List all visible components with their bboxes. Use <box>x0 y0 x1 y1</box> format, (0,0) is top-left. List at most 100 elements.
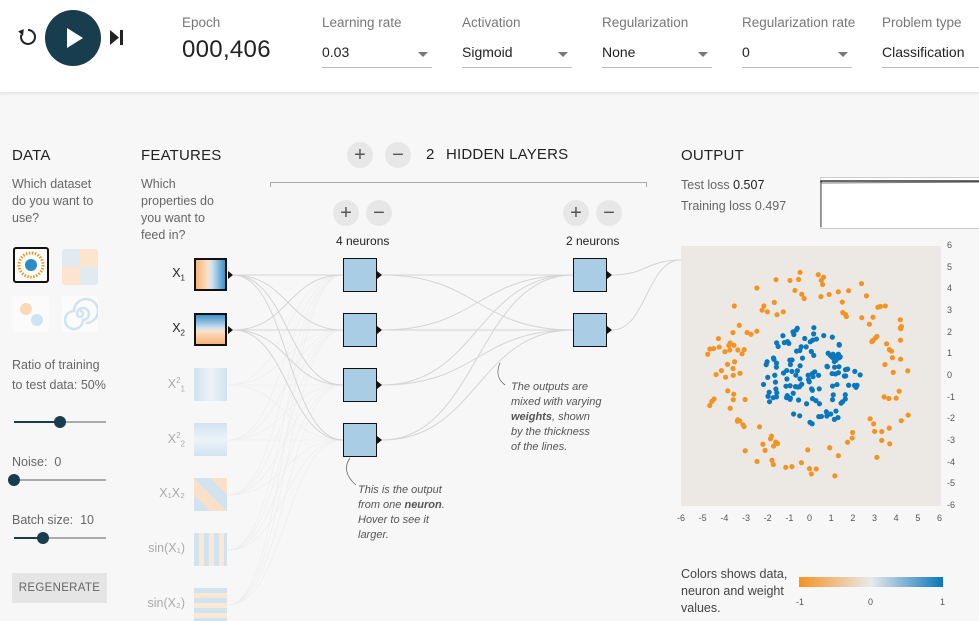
data-point <box>830 383 835 388</box>
note-weights-line5: of the lines. <box>511 441 567 453</box>
data-point <box>838 401 843 406</box>
data-point <box>887 441 892 446</box>
data-point <box>783 384 788 389</box>
data-point <box>817 386 822 391</box>
data-point <box>788 397 793 402</box>
y-tick: 2 <box>947 327 952 337</box>
neuron-l1-2[interactable] <box>343 313 377 347</box>
data-point <box>744 330 749 335</box>
output-arrow-icon <box>377 271 382 279</box>
data-point <box>754 285 759 290</box>
note-weights-bold: weights <box>511 411 552 423</box>
data-point <box>827 445 832 450</box>
legend-tick-zero: 0 <box>868 597 873 607</box>
data-point <box>802 336 807 341</box>
data-point <box>807 379 812 384</box>
weight-link[interactable] <box>612 260 681 330</box>
data-point <box>795 326 800 331</box>
data-point <box>864 293 869 298</box>
weight-link[interactable] <box>228 330 343 605</box>
data-point <box>804 401 809 406</box>
data-point <box>707 403 712 408</box>
data-point <box>883 303 888 308</box>
test-loss-label: Test loss <box>681 178 730 192</box>
data-point <box>785 339 790 344</box>
data-point <box>797 376 802 381</box>
data-point <box>771 355 776 360</box>
data-point <box>906 412 911 417</box>
data-point <box>825 364 830 369</box>
add-neuron-button-layer2[interactable]: + <box>563 200 589 226</box>
weight-link[interactable] <box>382 275 573 330</box>
data-point <box>789 369 794 374</box>
data-point <box>787 278 792 283</box>
data-point <box>774 312 779 317</box>
data-point <box>811 353 816 358</box>
data-point <box>838 354 843 359</box>
note-weights-line4: by the thickness <box>511 426 590 438</box>
weight-link[interactable] <box>228 440 343 605</box>
legend-tick-neg: -1 <box>796 597 804 607</box>
remove-layer-button[interactable]: − <box>385 142 411 168</box>
y-tick: 4 <box>947 283 952 293</box>
data-point <box>799 292 804 297</box>
output-arrow-icon <box>377 436 382 444</box>
data-point <box>872 429 877 434</box>
data-point <box>884 341 889 346</box>
data-point <box>891 370 896 375</box>
add-layer-button[interactable]: + <box>347 142 373 168</box>
data-point <box>761 303 766 308</box>
data-point <box>797 413 802 418</box>
data-point <box>735 347 740 352</box>
data-point <box>811 325 816 330</box>
remove-neuron-button-layer2[interactable]: − <box>596 200 622 226</box>
data-point <box>854 383 859 388</box>
data-point <box>723 375 728 380</box>
data-point <box>797 270 802 275</box>
weight-link[interactable] <box>233 330 343 385</box>
neuron-l2-2[interactable] <box>573 313 607 347</box>
data-point <box>754 329 759 334</box>
data-point <box>735 419 740 424</box>
data-point <box>776 344 781 349</box>
data-point <box>797 363 802 368</box>
y-tick: -5 <box>947 478 955 488</box>
data-point <box>840 299 845 304</box>
data-point <box>725 388 730 393</box>
data-point <box>845 367 850 372</box>
data-point <box>820 282 825 287</box>
hidden-layers-count: 2 <box>426 146 434 163</box>
data-point <box>842 373 847 378</box>
data-point <box>833 408 838 413</box>
data-point <box>737 371 742 376</box>
y-tick: 5 <box>947 262 952 272</box>
weight-link[interactable] <box>228 275 343 550</box>
data-point <box>767 399 772 404</box>
neuron-l1-4[interactable] <box>343 423 377 457</box>
y-tick: 3 <box>947 305 952 315</box>
neuron-l1-3[interactable] <box>343 368 377 402</box>
data-point <box>852 369 857 374</box>
data-point <box>760 442 765 447</box>
data-point <box>810 396 815 401</box>
data-point <box>882 394 887 399</box>
weight-link[interactable] <box>228 385 343 605</box>
weight-link[interactable] <box>233 275 343 330</box>
data-point <box>754 459 759 464</box>
data-point <box>834 382 839 387</box>
remove-neuron-button-layer1[interactable]: − <box>366 200 392 226</box>
neuron-l2-1[interactable] <box>573 258 607 292</box>
add-neuron-button-layer1[interactable]: + <box>333 200 359 226</box>
data-point <box>814 466 819 471</box>
data-point <box>898 317 903 322</box>
data-point <box>740 422 745 427</box>
output-heatmap[interactable] <box>681 246 941 506</box>
x-tick: -1 <box>785 513 793 523</box>
data-point <box>800 356 805 361</box>
legend-tick-pos: 1 <box>940 597 945 607</box>
y-tick: 0 <box>947 370 952 380</box>
neuron-l1-1[interactable] <box>343 258 377 292</box>
data-point <box>789 357 794 362</box>
data-point <box>814 336 819 341</box>
data-point <box>771 395 776 400</box>
